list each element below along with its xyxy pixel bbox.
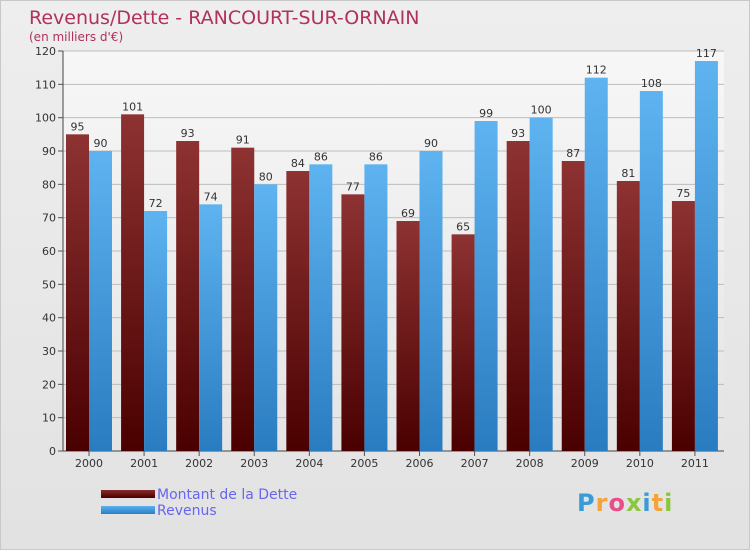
y-tick-label: 100 xyxy=(35,112,56,125)
legend-swatch-revenus xyxy=(101,506,155,514)
bar-dette xyxy=(341,194,365,452)
x-tick-label: 2008 xyxy=(516,457,544,470)
bar-revenus xyxy=(639,91,663,451)
x-tick-label: 2007 xyxy=(461,457,489,470)
x-tick-label: 2005 xyxy=(350,457,378,470)
bar-dette xyxy=(231,147,255,451)
data-label-dette: 87 xyxy=(566,147,580,160)
data-label-dette: 81 xyxy=(621,167,635,180)
data-label-revenus: 72 xyxy=(149,197,163,210)
x-tick-label: 2006 xyxy=(406,457,434,470)
logo-letter: x xyxy=(625,489,643,517)
y-tick-label: 50 xyxy=(42,278,56,291)
bar-dette xyxy=(451,234,475,451)
y-tick-label: 30 xyxy=(42,345,56,358)
bar-revenus xyxy=(474,121,498,451)
data-label-revenus: 86 xyxy=(314,150,328,163)
logo-letter: P xyxy=(577,489,596,517)
logo-letter: r xyxy=(595,489,609,517)
legend-label-revenus: Revenus xyxy=(157,503,217,519)
logo-letter: i xyxy=(642,489,652,517)
bar-dette xyxy=(121,114,145,451)
x-tick-label: 2004 xyxy=(295,457,323,470)
data-label-revenus: 108 xyxy=(641,77,662,90)
data-label-dette: 93 xyxy=(181,127,195,140)
bar-dette xyxy=(616,181,640,451)
bar-revenus xyxy=(364,164,388,452)
bar-revenus xyxy=(529,117,553,452)
data-label-dette: 91 xyxy=(236,134,250,147)
data-label-dette: 84 xyxy=(291,157,305,170)
data-label-dette: 101 xyxy=(122,100,143,113)
data-label-dette: 77 xyxy=(346,180,360,193)
data-label-revenus: 90 xyxy=(94,137,108,150)
data-label-dette: 93 xyxy=(511,127,525,140)
logo-letter: t xyxy=(651,489,665,517)
bar-dette xyxy=(671,201,695,451)
legend-swatch-dette xyxy=(101,490,155,498)
bar-dette xyxy=(286,171,310,451)
y-tick-label: 40 xyxy=(42,312,56,325)
data-label-revenus: 80 xyxy=(259,170,273,183)
bar-revenus xyxy=(694,61,718,451)
y-tick-label: 110 xyxy=(35,78,56,91)
y-tick-label: 20 xyxy=(42,378,56,391)
y-tick-label: 70 xyxy=(42,212,56,225)
bar-dette xyxy=(561,161,585,451)
legend-label-dette: Montant de la Dette xyxy=(157,487,298,503)
x-tick-label: 2001 xyxy=(130,457,158,470)
bar-dette xyxy=(66,134,89,452)
data-label-revenus: 112 xyxy=(586,64,607,77)
bar-revenus xyxy=(144,211,168,451)
bar-dette xyxy=(396,221,420,451)
bar-revenus xyxy=(309,164,333,452)
x-tick-label: 2000 xyxy=(75,457,103,470)
proxiti-logo: Proxiti xyxy=(577,489,673,517)
x-tick-label: 2011 xyxy=(681,457,709,470)
data-label-revenus: 90 xyxy=(424,137,438,150)
data-label-revenus: 117 xyxy=(696,47,717,60)
y-tick-label: 0 xyxy=(49,445,56,458)
data-label-dette: 75 xyxy=(676,187,690,200)
x-tick-label: 2010 xyxy=(626,457,654,470)
data-label-revenus: 74 xyxy=(204,190,218,203)
chart-title: Revenus/Dette - RANCOURT-SUR-ORNAIN xyxy=(29,7,420,29)
bar-revenus xyxy=(89,151,112,451)
x-tick-label: 2002 xyxy=(185,457,213,470)
bar-revenus xyxy=(419,151,443,451)
bar-dette xyxy=(506,141,530,451)
chart-subtitle: (en milliers d'€) xyxy=(29,30,124,44)
data-label-dette: 69 xyxy=(401,207,415,220)
bar-dette xyxy=(176,141,200,451)
logo-letter: o xyxy=(608,489,626,517)
y-tick-label: 90 xyxy=(42,145,56,158)
data-label-revenus: 99 xyxy=(479,107,493,120)
bar-revenus xyxy=(584,77,608,452)
y-tick-label: 60 xyxy=(42,245,56,258)
x-tick-label: 2003 xyxy=(240,457,268,470)
bar-revenus xyxy=(199,204,223,451)
bar-revenus xyxy=(254,184,278,452)
data-label-dette: 95 xyxy=(71,120,85,133)
y-tick-label: 80 xyxy=(42,178,56,191)
y-tick-label: 120 xyxy=(35,45,56,58)
logo-letter: i xyxy=(664,489,674,517)
x-tick-label: 2009 xyxy=(571,457,599,470)
data-label-revenus: 86 xyxy=(369,150,383,163)
y-tick-label: 10 xyxy=(42,412,56,425)
data-label-revenus: 100 xyxy=(531,104,552,117)
data-label-dette: 65 xyxy=(456,220,470,233)
